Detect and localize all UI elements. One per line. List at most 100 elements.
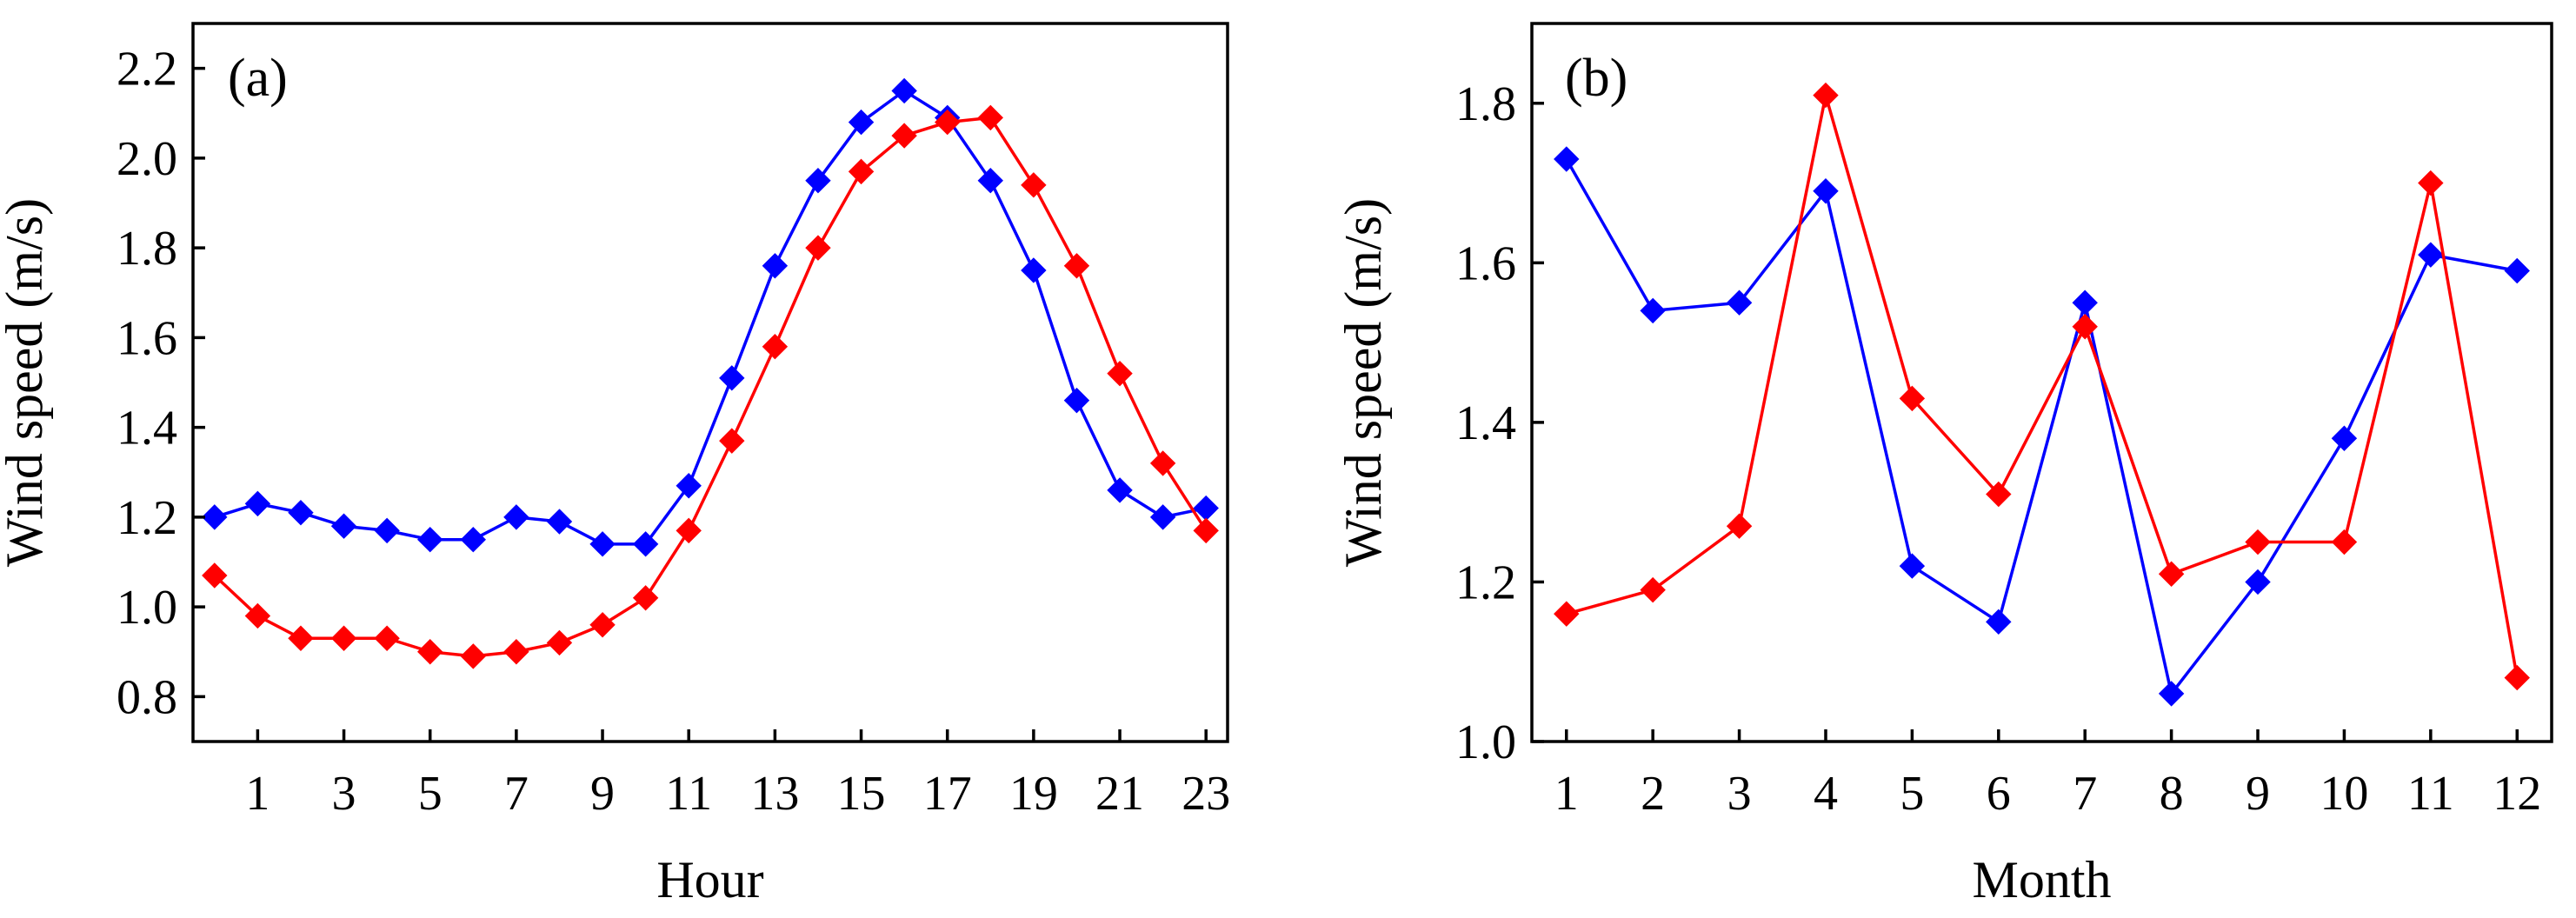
panel-a-red-point-11 xyxy=(676,517,702,544)
panel-a-plot-frame xyxy=(191,22,1229,743)
panel-a-y-tick-label: 1.4 xyxy=(116,402,177,456)
panel-a-y-tick-label: 1.6 xyxy=(116,311,177,365)
panel-a-red-point-4 xyxy=(374,625,400,651)
panel-a-blue-point-7 xyxy=(503,504,529,530)
panel-b-x-tick-label: 7 xyxy=(2073,767,2097,821)
panel-a-blue-point-1 xyxy=(244,490,271,517)
panel-a-hourly-chart: 1 3 5 7 9 11 13 15 17 19 21 230.81.01.21.41.61.82.0… xyxy=(0,22,1230,908)
panel-b-x-tick-label: 4 xyxy=(1814,767,1838,821)
panel-a-red-point-0 xyxy=(202,562,228,589)
panel-b-blue-point-7 xyxy=(2072,289,2098,316)
panel-a-red-point-7 xyxy=(503,639,529,665)
panel-a-blue-point-19 xyxy=(1021,257,1047,283)
panel-a-blue-point-13 xyxy=(762,253,789,279)
panel-a-y-tick-label: 1.0 xyxy=(116,581,177,635)
panel-a-red-point-15 xyxy=(848,158,875,185)
panel-a-red-point-16 xyxy=(891,123,917,149)
panel-a-blue-point-4 xyxy=(374,517,400,544)
panel-b-y-tick-label: 1.2 xyxy=(1455,555,1516,609)
panel-b-x-tick-label: 9 xyxy=(2246,767,2270,821)
panel-b-blue-point-12 xyxy=(2504,257,2530,284)
panel-a-x-tick-label: 19 xyxy=(1009,767,1058,821)
panel-a-blue-point-11 xyxy=(676,473,702,499)
panel-a-x-tick-label: 23 xyxy=(1181,767,1230,821)
panel-b-y-tick-label: 1.0 xyxy=(1455,715,1516,769)
panel-a-red-point-21 xyxy=(1107,360,1133,387)
panel-b-x-tick-label: 2 xyxy=(1641,767,1665,821)
panel-b-blue-point-3 xyxy=(1726,289,1753,316)
panel-b-blue-point-4 xyxy=(1813,178,1839,204)
panel-a-red-point-3 xyxy=(330,625,357,651)
panel-b-x-tick-label: 3 xyxy=(1727,767,1752,821)
panel-a-series-red-line xyxy=(213,116,1208,658)
panel-a-blue-point-10 xyxy=(632,531,659,557)
panel-a-x-tick-label: 21 xyxy=(1095,767,1144,821)
panel-a-blue-point-12 xyxy=(719,365,745,391)
panel-a-y-tick-label: 1.8 xyxy=(116,222,177,276)
panel-a-x-tick-label: 17 xyxy=(923,767,972,821)
panel-b-y-tick-label: 1.4 xyxy=(1455,396,1516,450)
panel-a-blue-point-15 xyxy=(848,109,875,136)
panel-a-red-point-8 xyxy=(546,629,573,656)
panel-b-x-tick-label: 12 xyxy=(2493,767,2541,821)
panel-a-blue-point-9 xyxy=(589,531,616,557)
panel-a-red-point-13 xyxy=(762,333,789,360)
panel-a-blue-point-6 xyxy=(460,526,486,553)
panel-b-x-tick-label: 8 xyxy=(2160,767,2184,821)
panel-a-red-point-14 xyxy=(805,235,831,261)
panel-a-y-tick-label: 0.8 xyxy=(116,670,177,724)
panel-a-red-point-22 xyxy=(1149,450,1176,476)
panel-a-blue-point-5 xyxy=(417,526,443,553)
panel-a-series-blue-line xyxy=(214,89,1207,546)
panel-a-red-point-18 xyxy=(977,104,1003,131)
panel-b-blue-point-2 xyxy=(1640,297,1666,324)
panel-a-x-tick-label: 1 xyxy=(245,767,270,821)
panel-b-red-point-7 xyxy=(2072,314,2098,340)
panel-b-series-red-line xyxy=(1566,93,2519,678)
panel-b-blue-point-10 xyxy=(2331,425,2358,451)
panel-a-blue-point-22 xyxy=(1149,504,1176,530)
panel-a-blue-point-14 xyxy=(805,167,831,194)
panel-a-x-tick-label: 9 xyxy=(590,767,615,821)
panel-a-y-tick-label: 1.2 xyxy=(116,491,177,545)
panel-b-red-point-12 xyxy=(2504,664,2530,691)
panel-b-y-tick-label: 1.8 xyxy=(1455,77,1516,131)
panel-b-blue-point-11 xyxy=(2418,242,2444,268)
panel-b-x-tick-label: 5 xyxy=(1900,767,1924,821)
panel-b-x-tick-label: 11 xyxy=(2407,767,2454,821)
panel-b-blue-point-9 xyxy=(2245,569,2271,595)
panel-b-red-point-3 xyxy=(1726,513,1753,539)
panel-a-red-point-19 xyxy=(1021,172,1047,198)
panel-b-monthly-chart: 1 2 3 4 5 6 7 8 9 10 11 121.01.21.41.61.8MonthWind … xyxy=(1335,22,2553,908)
panel-b-red-point-4 xyxy=(1813,82,1839,109)
panel-a-red-point-12 xyxy=(719,428,745,454)
panel-b-blue-point-5 xyxy=(1899,553,1926,579)
panel-b-x-tick-label: 10 xyxy=(2320,767,2368,821)
panel-b-red-point-2 xyxy=(1640,576,1666,603)
panel-b-red-point-8 xyxy=(2158,561,2185,587)
panel-b-blue-point-8 xyxy=(2158,681,2185,707)
panel-b-y-axis-title: Wind speed (m/s) xyxy=(1335,198,1392,567)
panel-a-blue-point-8 xyxy=(546,509,573,535)
panel-a-red-point-9 xyxy=(589,612,616,638)
panel-b-red-point-5 xyxy=(1899,385,1926,412)
panel-a-red-point-10 xyxy=(632,585,659,611)
panel-b-red-point-11 xyxy=(2418,170,2444,196)
panel-a-blue-point-3 xyxy=(330,513,357,539)
panel-a-blue-point-0 xyxy=(202,504,228,530)
panel-a-y-tick-label: 2.2 xyxy=(116,43,177,96)
panel-a-blue-point-21 xyxy=(1107,477,1133,503)
panel-a-label: (a) xyxy=(228,49,288,108)
panel-a-y-tick-label: 2.0 xyxy=(116,132,177,186)
panel-a-x-tick-label: 3 xyxy=(332,767,356,821)
panel-a-x-tick-label: 11 xyxy=(665,767,712,821)
panel-b-blue-point-6 xyxy=(1986,609,2012,635)
panel-a-blue-point-18 xyxy=(977,167,1003,194)
panel-b-red-point-10 xyxy=(2331,529,2358,555)
panel-a-red-point-1 xyxy=(244,602,271,629)
panel-b-blue-point-1 xyxy=(1554,146,1580,172)
panel-a-x-tick-label: 15 xyxy=(837,767,886,821)
panel-a-x-tick-label: 7 xyxy=(504,767,529,821)
panel-a-red-point-5 xyxy=(417,639,443,665)
